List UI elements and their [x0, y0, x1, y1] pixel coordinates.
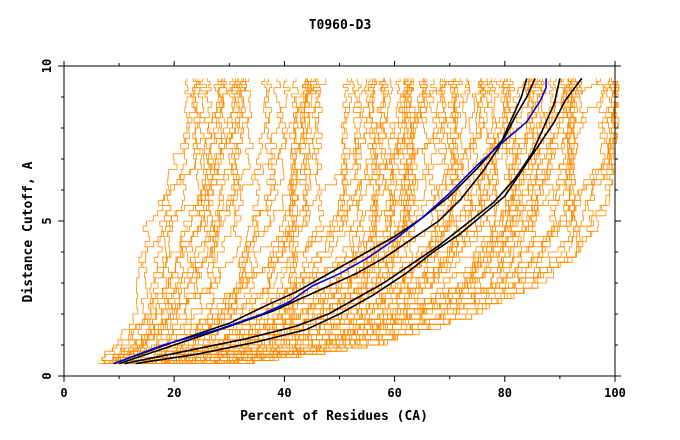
black-model-line: [113, 78, 536, 365]
background-model-lines: [98, 78, 620, 364]
y-tick-label: 5: [40, 217, 54, 224]
x-tick-label: 0: [60, 386, 67, 400]
background-model-line: [195, 78, 492, 364]
background-model-line: [216, 78, 597, 364]
background-model-line: [140, 78, 310, 364]
x-tick-label: 40: [277, 386, 291, 400]
axis-ticks: 0 20 40 60 80 100 0 5 10: [40, 59, 626, 400]
background-model-line: [101, 78, 225, 364]
x-axis-title: Percent of Residues (CA): [240, 409, 428, 424]
background-model-line: [123, 78, 254, 364]
background-model-line: [167, 78, 413, 364]
background-model-line: [120, 78, 269, 364]
background-model-line: [105, 78, 201, 364]
background-model-line: [192, 78, 488, 364]
y-tick-label: 10: [40, 59, 54, 73]
background-model-line: [117, 78, 240, 364]
background-model-line: [176, 78, 430, 364]
background-model-line: [179, 78, 471, 364]
highlighted-model-lines: [113, 77, 583, 365]
x-tick-label: 80: [498, 386, 512, 400]
background-model-line: [133, 78, 299, 364]
background-model-line: [107, 78, 207, 364]
background-model-line: [196, 78, 509, 364]
background-model-line: [109, 78, 237, 364]
background-model-line: [114, 78, 246, 364]
background-model-line: [135, 78, 273, 364]
background-model-line: [119, 78, 281, 364]
x-tick-label: 20: [167, 386, 181, 400]
background-model-line: [159, 78, 377, 364]
y-axis-title: Distance Cutoff, A: [21, 161, 36, 302]
background-model-line: [229, 78, 610, 364]
background-model-line: [111, 78, 213, 364]
x-tick-label: 100: [604, 386, 626, 400]
background-model-line: [134, 78, 312, 364]
black-model-line: [124, 78, 561, 365]
background-model-line: [98, 78, 192, 364]
background-model-line: [112, 78, 243, 364]
background-model-line: [123, 78, 249, 364]
x-tick-label: 60: [387, 386, 401, 400]
chart-title: T0960-D3: [309, 18, 372, 33]
background-model-line: [199, 78, 558, 364]
background-model-line: [101, 78, 197, 364]
background-model-line: [108, 78, 223, 364]
background-model-line: [139, 78, 362, 364]
background-model-line: [211, 78, 579, 364]
y-tick-label: 0: [40, 372, 54, 379]
background-model-line: [166, 78, 447, 364]
background-model-line: [207, 78, 574, 364]
black-model-line: [135, 77, 583, 365]
background-model-line: [118, 78, 247, 364]
blue-model-line: [113, 78, 547, 365]
